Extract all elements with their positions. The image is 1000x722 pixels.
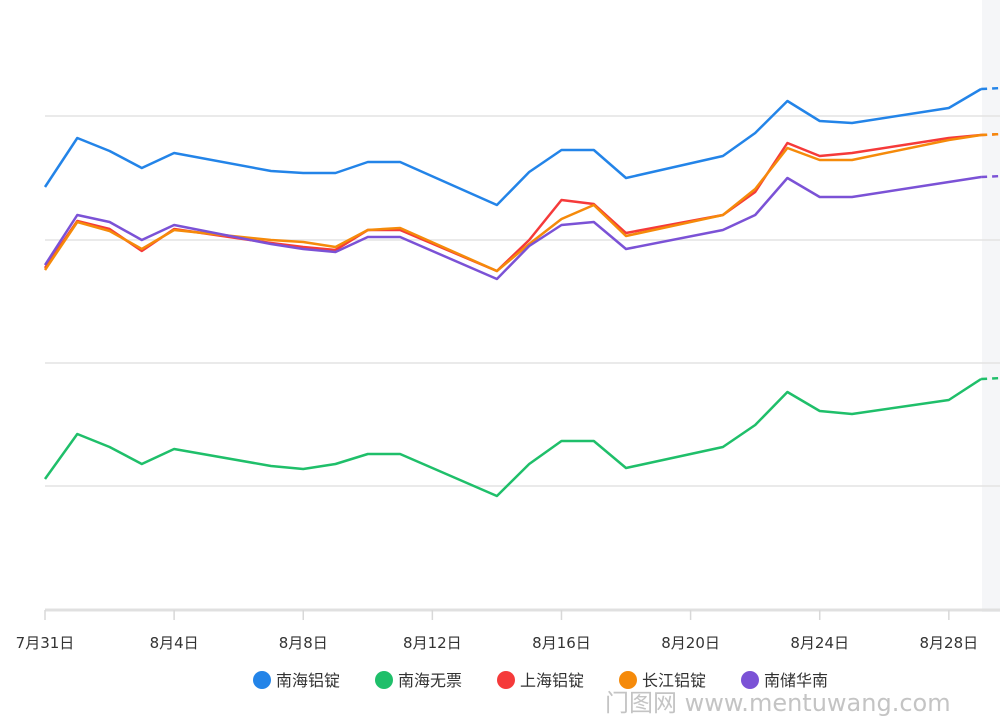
series-line-南海无票 (43, 377, 982, 498)
legend-marker (253, 671, 271, 689)
x-tick-label: 8月28日 (920, 634, 979, 652)
x-tick-label: 8月4日 (150, 634, 199, 652)
legend-item[interactable]: 南海铝锭 (253, 671, 340, 690)
legend-label: 南海铝锭 (276, 671, 340, 690)
legend-item[interactable]: 南储华南 (741, 671, 828, 690)
x-tick-label: 8月24日 (790, 634, 849, 652)
legend-marker (741, 671, 759, 689)
x-tick-label: 8月20日 (661, 634, 720, 652)
series-forecast-南储华南 (981, 174, 1000, 179)
x-tick-label: 8月12日 (403, 634, 462, 652)
legend-label: 上海铝锭 (520, 671, 584, 690)
legend-marker (375, 671, 393, 689)
watermark: 门图网 www.mentuwang.com (605, 689, 951, 717)
legend-item[interactable]: 南海无票 (375, 671, 462, 690)
hover-band (982, 0, 1000, 612)
legend-marker (497, 671, 515, 689)
series-forecast-长江铝锭 (981, 132, 1000, 137)
x-tick-label: 8月8日 (279, 634, 328, 652)
series-line-南储华南 (43, 175, 982, 281)
legend-label: 南海无票 (398, 671, 462, 690)
legend-item[interactable]: 上海铝锭 (497, 671, 584, 690)
legend-label: 南储华南 (764, 671, 828, 690)
legend-marker (619, 671, 637, 689)
series-line-长江铝锭 (43, 133, 982, 273)
legend-item[interactable]: 长江铝锭 (619, 671, 706, 690)
series-line-南海铝锭 (43, 87, 982, 207)
legend-label: 长江铝锭 (642, 671, 706, 690)
x-tick-label: 7月31日 (16, 634, 75, 652)
series-forecast-南海铝锭 (981, 86, 1000, 91)
series-forecast-南海无票 (981, 376, 1000, 381)
x-tick-label: 8月16日 (532, 634, 591, 652)
